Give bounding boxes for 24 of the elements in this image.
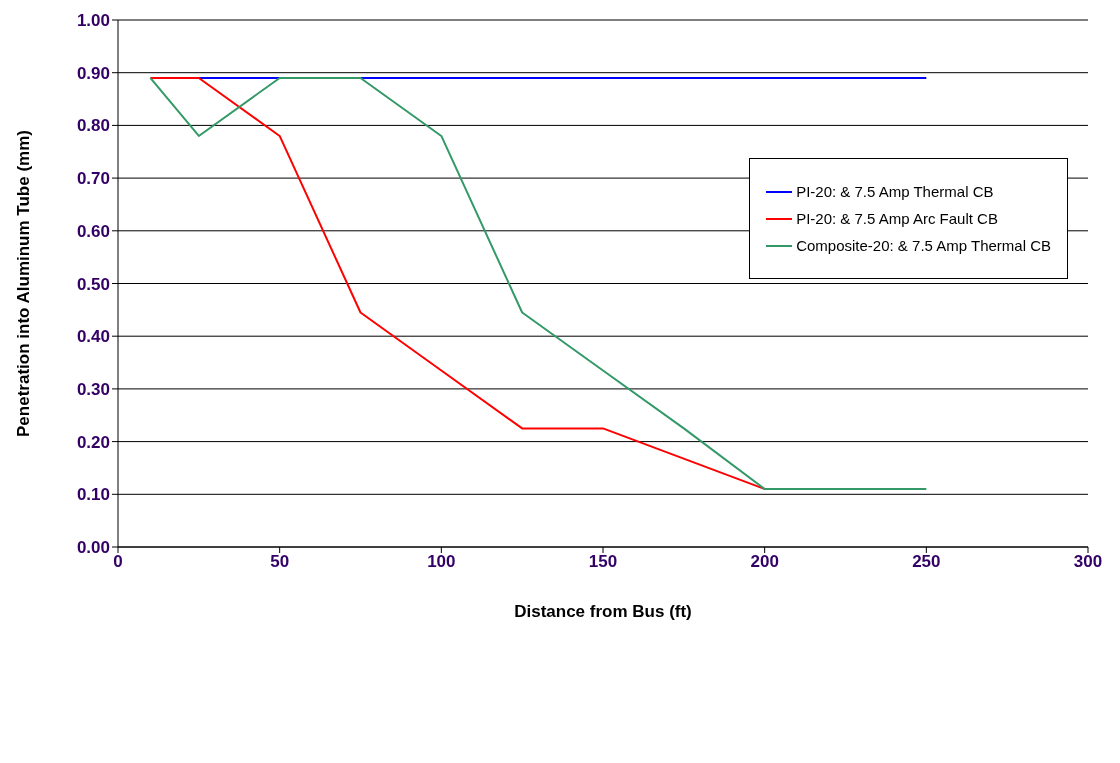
x-tick-label: 300 [1073, 552, 1103, 572]
y-tick-label: 0.20 [76, 432, 110, 452]
y-tick-label: 0.70 [76, 169, 110, 189]
y-tick-label: 0.40 [76, 327, 110, 347]
y-axis-title: Penetration into Aluminum Tube (mm) [14, 130, 34, 437]
y-tick-label: 0.60 [76, 221, 110, 241]
line-series [149, 76, 766, 491]
x-tick-label: 250 [912, 552, 941, 572]
y-tick-label: 0.50 [76, 274, 110, 294]
x-tick-label: 0 [113, 552, 123, 572]
x-tick-label: 150 [588, 552, 618, 572]
legend-label: Composite-20: & 7.5 Amp Thermal CB [796, 237, 1051, 254]
y-tick-label: 0.00 [76, 538, 110, 558]
legend-label: PI-20: & 7.5 Amp Thermal CB [796, 183, 994, 200]
y-tick-label: 0.90 [76, 63, 110, 83]
x-tick-label: 200 [750, 552, 779, 572]
legend-label: PI-20: & 7.5 Amp Arc Fault CB [796, 210, 998, 227]
x-tick-label: 100 [427, 552, 456, 572]
x-tick-label: 50 [270, 552, 290, 572]
y-tick-label: 0.80 [76, 116, 110, 136]
x-axis-title: Distance from Bus (ft) [514, 602, 692, 621]
y-tick-label: 0.10 [76, 485, 110, 505]
y-tick-label: 0.30 [76, 379, 110, 399]
y-tick-label: 1.00 [76, 11, 110, 31]
